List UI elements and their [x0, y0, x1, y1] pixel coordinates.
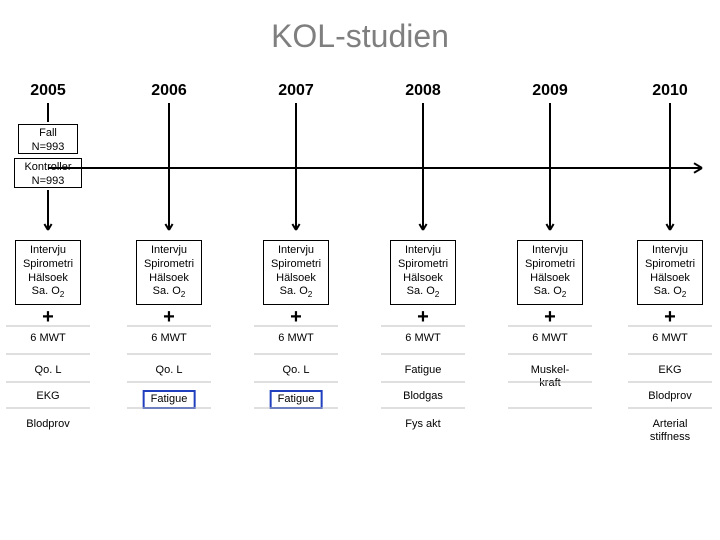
extras-cell: Blodgas	[403, 390, 443, 403]
page-title: KOL-studien	[0, 18, 720, 55]
plus-sign: +	[664, 306, 676, 329]
measure-box: IntervjuSpirometriHälsoekSa. O2	[136, 240, 202, 305]
measure-box: IntervjuSpirometriHälsoekSa. O2	[637, 240, 703, 305]
plus-sign: +	[544, 306, 556, 329]
extras-cell: Fatigue	[405, 364, 442, 377]
year-label: 2009	[532, 82, 568, 100]
group-box-kontroller: KontrollerN=993	[14, 158, 82, 188]
year-label: 2007	[278, 82, 314, 100]
measure-box: IntervjuSpirometriHälsoekSa. O2	[15, 240, 81, 305]
mwt-cell: 6 MWT	[151, 332, 186, 345]
year-label: 2010	[652, 82, 688, 100]
mwt-cell: 6 MWT	[532, 332, 567, 345]
extras-cell: Blodprov	[648, 390, 691, 403]
measure-box: IntervjuSpirometriHälsoekSa. O2	[517, 240, 583, 305]
mwt-cell: 6 MWT	[652, 332, 687, 345]
extras-cell: Fatigue	[270, 390, 323, 409]
extras-cell: Fys akt	[405, 418, 440, 431]
year-label: 2006	[151, 82, 187, 100]
extras-cell: EKG	[36, 390, 59, 403]
mwt-cell: 6 MWT	[405, 332, 440, 345]
extras-cell: EKG	[658, 364, 681, 377]
plus-sign: +	[42, 306, 54, 329]
plus-sign: +	[417, 306, 429, 329]
mwt-cell: 6 MWT	[30, 332, 65, 345]
year-label: 2008	[405, 82, 441, 100]
extras-cell: Fatigue	[143, 390, 196, 409]
extras-cell: Blodprov	[26, 418, 69, 431]
extras-cell: Muskel- kraft	[531, 364, 570, 390]
extras-cell: Qo. L	[156, 364, 183, 377]
extras-cell: Qo. L	[35, 364, 62, 377]
plus-sign: +	[290, 306, 302, 329]
group-box-fall: FallN=993	[18, 124, 78, 154]
measure-box: IntervjuSpirometriHälsoekSa. O2	[263, 240, 329, 305]
extras-cell: Qo. L	[283, 364, 310, 377]
mwt-cell: 6 MWT	[278, 332, 313, 345]
extras-cell: Arterial stiffness	[650, 418, 690, 444]
plus-sign: +	[163, 306, 175, 329]
year-label: 2005	[30, 82, 66, 100]
measure-box: IntervjuSpirometriHälsoekSa. O2	[390, 240, 456, 305]
